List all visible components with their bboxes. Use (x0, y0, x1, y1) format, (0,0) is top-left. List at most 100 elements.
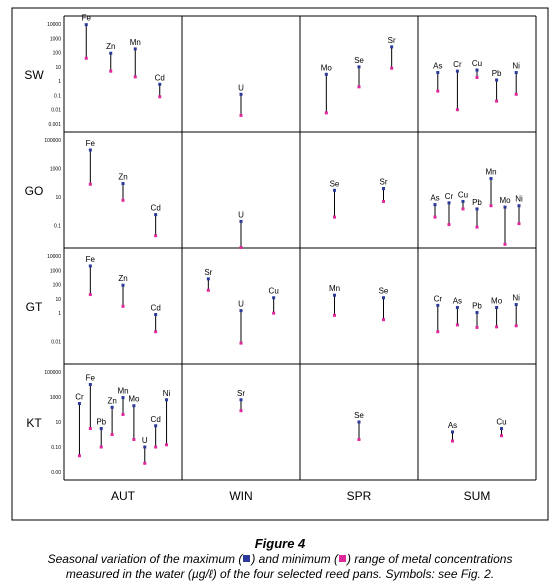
y-tick-label: 100000 (44, 370, 61, 376)
series-label-pb: Pb (96, 418, 106, 427)
series-label-u: U (142, 436, 148, 445)
series-label-u: U (238, 210, 244, 219)
series-label-se: Se (354, 56, 364, 65)
min-marker-mn (121, 412, 125, 416)
min-marker-se (333, 215, 336, 219)
y-tick-label: 100000 (44, 138, 61, 144)
max-marker-se (382, 296, 385, 300)
series-label-pb: Pb (492, 69, 502, 78)
max-marker-mo (324, 72, 328, 76)
max-marker-cr (455, 69, 459, 73)
min-marker-cr (436, 330, 440, 334)
min-marker-pb (475, 225, 479, 229)
min-marker-mn (333, 313, 336, 317)
max-marker-se (357, 420, 361, 424)
series-label-ni: Ni (512, 62, 520, 71)
series-label-cu: Cu (458, 190, 468, 199)
max-marker-u (239, 219, 243, 223)
series-label-mn: Mn (329, 284, 340, 293)
caption-text-c: ) range of metal concentrations (347, 552, 513, 566)
max-marker-pb (99, 427, 103, 431)
min-marker-as (436, 89, 440, 93)
row-label-go: GO (25, 184, 44, 198)
min-marker-mo (324, 111, 328, 115)
min-marker-fe (88, 427, 92, 431)
max-marker-cr (436, 303, 440, 307)
max-marker-as (433, 203, 437, 207)
min-marker-cu (500, 434, 503, 438)
min-marker-fe (84, 56, 88, 60)
series-label-zn: Zn (106, 42, 115, 51)
y-tick-label: 10000 (47, 22, 61, 28)
max-marker-zn (110, 405, 114, 409)
max-marker-mn (333, 293, 336, 297)
max-marker-swatch (243, 555, 251, 563)
min-marker-zn (121, 304, 125, 308)
y-tick-label: 0.10 (51, 445, 61, 451)
caption-line-1: Seasonal variation of the maximum () and… (0, 552, 560, 566)
min-marker-sr (239, 409, 243, 413)
series-label-as: As (430, 194, 439, 203)
min-marker-fe (88, 182, 92, 186)
series-label-cd: Cd (151, 204, 161, 213)
max-marker-sr (239, 398, 243, 402)
min-marker-cd (158, 95, 162, 99)
y-tick-label: 0.00 (51, 470, 61, 476)
y-tick-label: 10000 (47, 254, 61, 260)
min-marker-pb (475, 325, 479, 329)
min-marker-mo (503, 242, 507, 246)
min-marker-mn (133, 75, 137, 79)
max-marker-u (239, 92, 243, 96)
min-marker-se (357, 85, 361, 89)
max-marker-pb (475, 207, 479, 211)
max-marker-cu (500, 427, 503, 431)
caption-text-a: Seasonal variation of the maximum ( (47, 552, 243, 566)
min-marker-cd (154, 330, 158, 334)
y-tick-label: 10 (55, 195, 61, 201)
y-tick-label: 0.1 (54, 224, 61, 230)
max-marker-fe (88, 383, 92, 386)
min-marker-sr (382, 199, 385, 203)
series-label-cu: Cu (269, 287, 279, 296)
max-marker-zn (121, 283, 125, 287)
min-marker-cr (447, 223, 451, 227)
series-label-u: U (238, 300, 244, 309)
max-marker-zn (121, 182, 125, 186)
y-tick-label: 1000 (50, 395, 61, 401)
series-label-sr: Sr (388, 36, 396, 45)
max-marker-cd (154, 424, 158, 428)
row-label-kt: KT (26, 416, 42, 430)
max-marker-fe (88, 148, 92, 152)
series-label-as: As (448, 421, 457, 430)
y-tick-label: 1000 (50, 36, 61, 42)
series-label-sr: Sr (237, 389, 245, 398)
series-label-mn: Mn (485, 168, 496, 177)
y-tick-label: 10 (55, 65, 61, 71)
series-label-pb: Pb (472, 198, 482, 207)
y-tick-label: 1 (58, 79, 61, 85)
max-marker-cu (475, 68, 479, 72)
min-marker-cd (154, 445, 158, 449)
series-label-cd: Cd (151, 304, 161, 313)
min-marker-mo (495, 325, 499, 329)
min-marker-ni (514, 92, 518, 96)
max-marker-mn (489, 177, 493, 181)
column-label-aut: AUT (111, 489, 136, 503)
max-marker-cu (272, 296, 276, 300)
max-marker-fe (88, 264, 92, 268)
series-label-se: Se (330, 179, 340, 188)
max-marker-as (455, 305, 459, 309)
max-marker-ni (514, 71, 518, 75)
series-label-as: As (433, 62, 442, 71)
max-marker-mo (503, 205, 507, 209)
y-tick-label: 1000 (50, 167, 61, 173)
min-marker-u (239, 113, 243, 117)
max-marker-se (333, 188, 336, 192)
column-label-sum: SUM (464, 489, 491, 503)
y-tick-label: 10 (55, 297, 61, 303)
y-tick-label: 0.01 (51, 340, 61, 346)
max-marker-as (436, 71, 440, 75)
series-label-fe: Fe (86, 374, 96, 383)
series-label-zn: Zn (118, 173, 127, 182)
min-marker-zn (110, 433, 114, 436)
